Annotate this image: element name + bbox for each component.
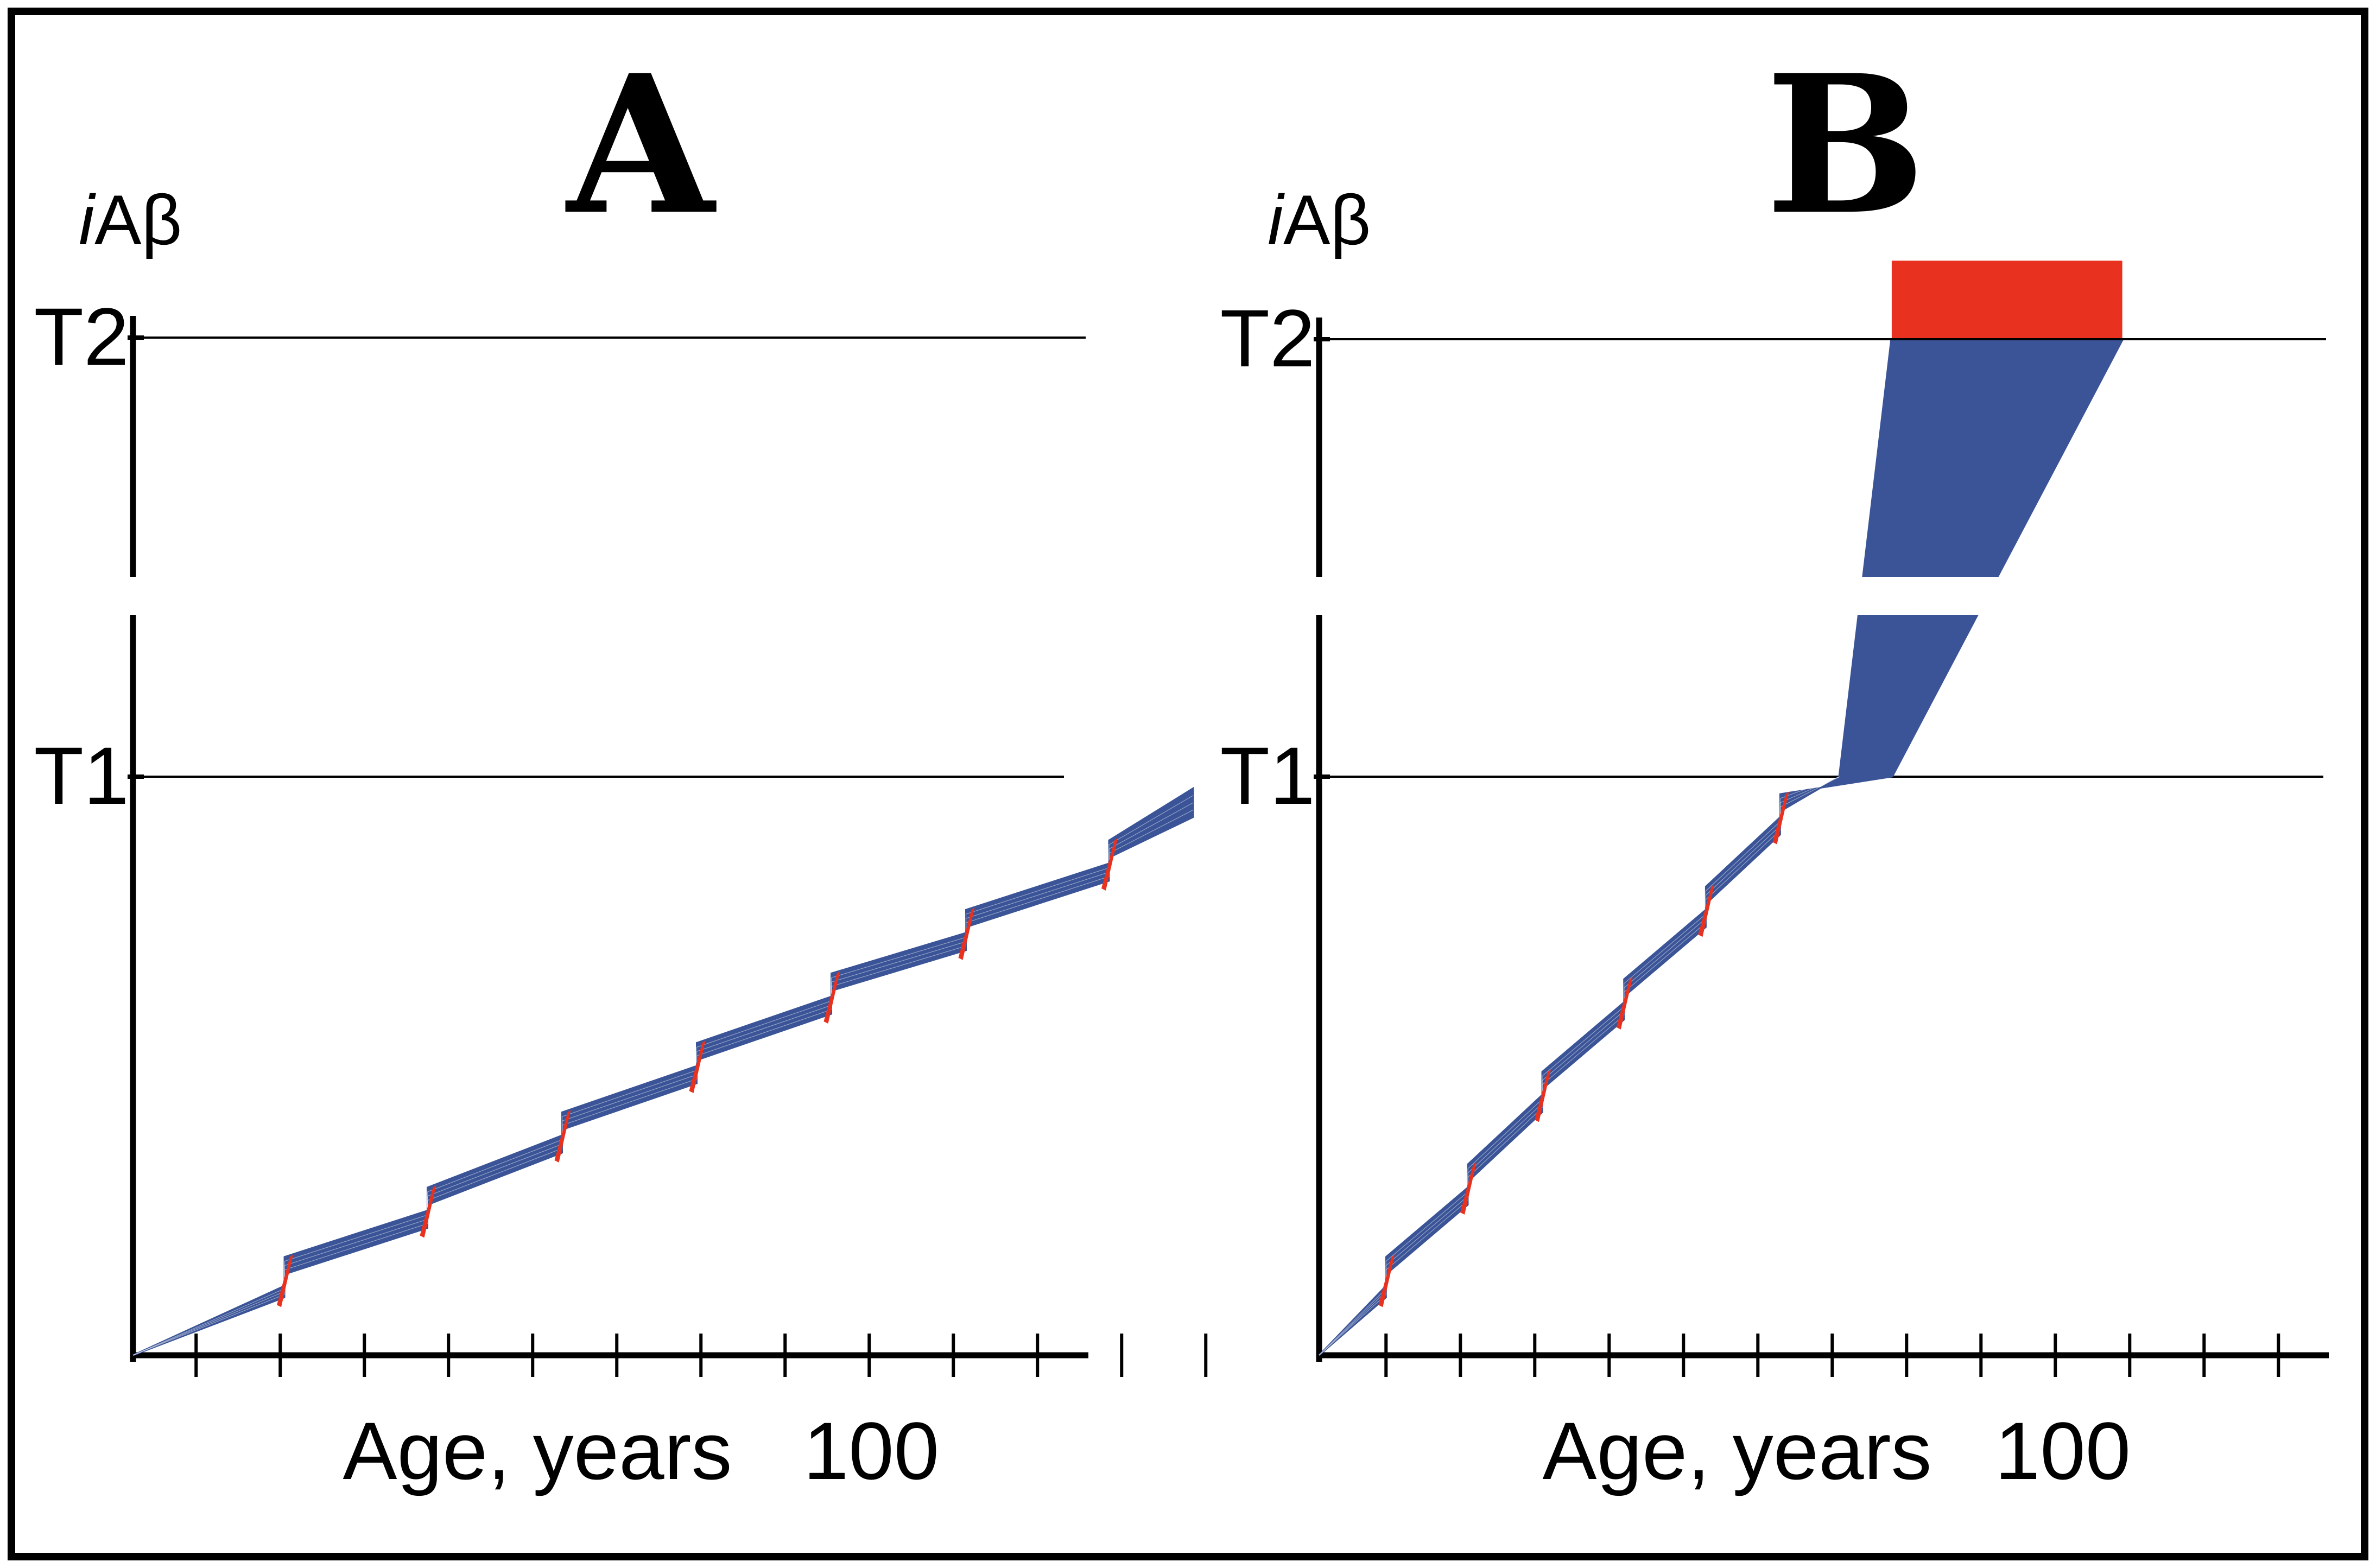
fan-line-15 bbox=[1884, 338, 2096, 778]
trajectory-striation-2 bbox=[1319, 339, 1892, 1356]
trajectory-striation-3 bbox=[132, 795, 1194, 1356]
x-tick-label-100: 100 bbox=[803, 1405, 939, 1496]
event-marker-2 bbox=[554, 1110, 571, 1163]
y-tick-label-t1: T1 bbox=[1220, 730, 1315, 821]
event-marker-2 bbox=[1535, 1069, 1551, 1122]
fan-out-lines bbox=[1838, 338, 2124, 778]
trajectory-bundle bbox=[132, 786, 1194, 1356]
highlight-band bbox=[1891, 261, 2122, 339]
fan-line-3 bbox=[1847, 339, 1934, 777]
fan-line-10 bbox=[1869, 339, 2029, 777]
fan-line-6 bbox=[1857, 339, 1975, 777]
fan-line-11 bbox=[1872, 339, 2043, 777]
trajectory-striation-1 bbox=[1319, 339, 1892, 1356]
event-marker-0 bbox=[277, 1254, 293, 1307]
x-axis-label: Age, years bbox=[343, 1405, 732, 1496]
axis-break-gap bbox=[1823, 577, 2139, 615]
fan-line-2 bbox=[1844, 339, 1921, 777]
panel-title: A bbox=[564, 33, 718, 257]
fan-line-5 bbox=[1853, 339, 1961, 777]
fan-line-8 bbox=[1862, 339, 2002, 777]
event-marker-1 bbox=[420, 1185, 436, 1238]
y-tick-label-t1: T1 bbox=[34, 730, 129, 821]
y-axis-label-text: Aβ bbox=[1283, 180, 1371, 259]
event-marker-3 bbox=[689, 1040, 706, 1093]
event-marker-5 bbox=[958, 907, 975, 960]
panel-title: B bbox=[1765, 33, 1926, 257]
fan-line-17 bbox=[1890, 338, 2124, 778]
fan-line-7 bbox=[1860, 339, 1988, 777]
fan-line-0 bbox=[1838, 339, 1893, 777]
fan-line-16 bbox=[1887, 338, 2110, 778]
figure-frame bbox=[8, 8, 2368, 1560]
event-marker-3 bbox=[1616, 977, 1633, 1030]
fan-line-1 bbox=[1841, 339, 1907, 777]
x-tick-label-100: 100 bbox=[1995, 1405, 2131, 1496]
fan-line-14 bbox=[1881, 338, 2083, 778]
event-marker-1 bbox=[1460, 1162, 1477, 1215]
y-axis-label-italic: i bbox=[79, 180, 96, 259]
fan-line-12 bbox=[1875, 339, 2056, 777]
y-tick-label-t2: T2 bbox=[34, 291, 129, 382]
x-axis-label: Age, years bbox=[1542, 1405, 1931, 1496]
trajectory-striation-3 bbox=[1319, 339, 1892, 1356]
fan-line-4 bbox=[1851, 339, 1948, 777]
y-axis-label-italic: i bbox=[1268, 180, 1285, 259]
y-axis-label: iAβ bbox=[79, 180, 182, 259]
fan-line-13 bbox=[1878, 339, 2069, 777]
y-axis-label: iAβ bbox=[1268, 180, 1371, 259]
event-marker-0 bbox=[1378, 1254, 1395, 1307]
y-axis-label-text: Aβ bbox=[94, 180, 182, 259]
event-marker-4 bbox=[1698, 884, 1715, 937]
event-marker-4 bbox=[823, 971, 840, 1024]
y-tick-label-t2: T2 bbox=[1220, 293, 1315, 384]
fan-line-9 bbox=[1866, 339, 2016, 777]
event-marker-5 bbox=[1772, 791, 1789, 845]
event-marker-6 bbox=[1101, 838, 1118, 891]
